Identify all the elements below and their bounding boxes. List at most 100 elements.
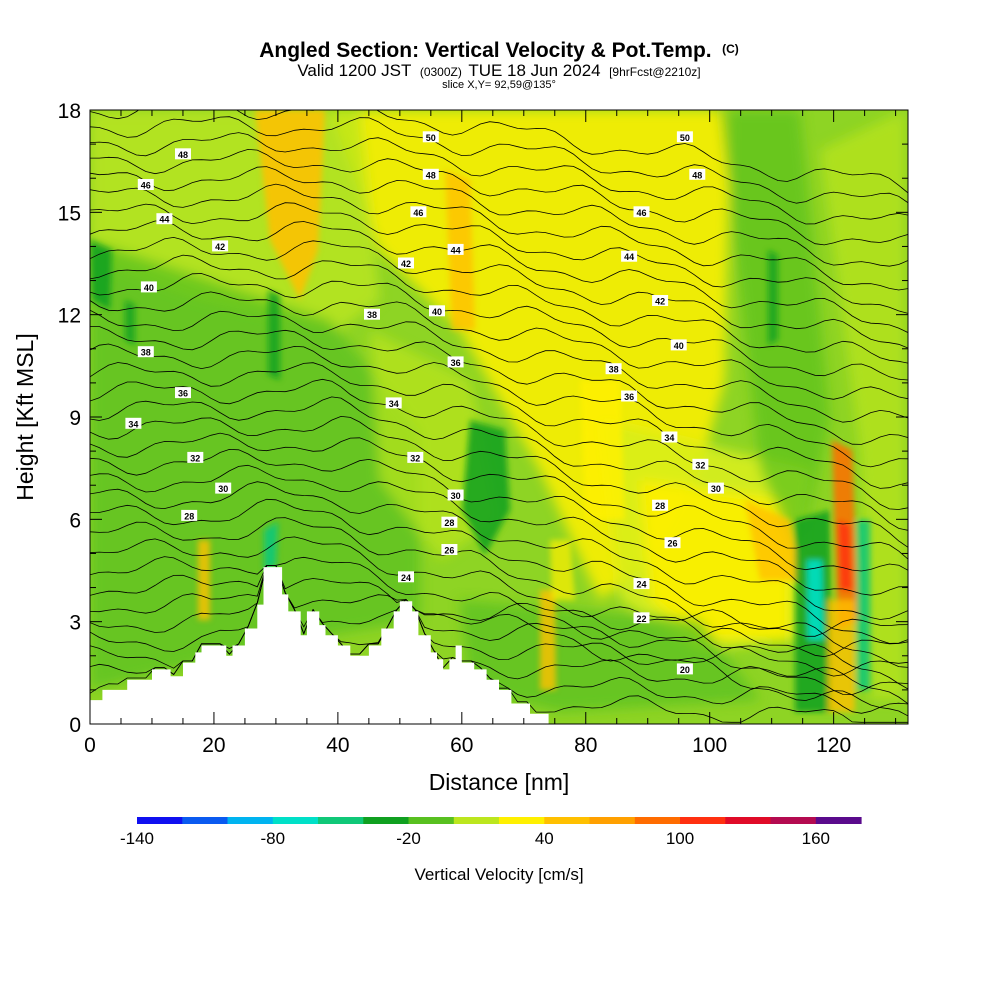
isentrope-label-bg xyxy=(140,281,157,293)
isentrope-label-text: 24 xyxy=(636,580,646,590)
colorbar-tick-label: -140 xyxy=(120,829,154,848)
x-tick-label: 60 xyxy=(450,734,473,757)
isentrope-label-text: 50 xyxy=(680,133,690,143)
isentrope-label-text: 26 xyxy=(444,546,454,556)
colorbar-swatch xyxy=(182,817,229,824)
isentrope-label: 26 xyxy=(441,544,458,556)
isentrope-label: 36 xyxy=(621,390,638,402)
isentrope-label: 32 xyxy=(187,451,204,463)
y-tick-label: 3 xyxy=(69,612,81,635)
y-tick-label: 0 xyxy=(69,714,81,737)
isentrope-label-bg xyxy=(398,571,414,583)
isentrope-label-bg xyxy=(429,305,445,317)
isentrope-label-bg xyxy=(187,451,204,463)
isentrope-label: 38 xyxy=(605,363,622,375)
isentrope-label: 28 xyxy=(181,509,198,521)
isentrope-label-text: 40 xyxy=(674,341,684,351)
y-tick-label: 6 xyxy=(69,509,81,532)
isentrope-label-text: 46 xyxy=(413,208,423,218)
slice-info: slice X,Y= 92,59@135° xyxy=(442,79,556,91)
isentrope-line xyxy=(90,110,908,194)
isentrope-label-bg xyxy=(707,482,724,494)
y-axis-label: Height [Kft MSL] xyxy=(12,333,38,500)
isentrope-label-bg xyxy=(175,148,191,160)
y-tick-label: 12 xyxy=(58,305,81,328)
isentrope-label-bg xyxy=(410,206,427,218)
isentrope-label-bg xyxy=(447,243,464,255)
isentrope-label-bg xyxy=(125,417,142,429)
isentrope-label-bg xyxy=(137,179,154,190)
colorbar: -140 -80 -20 40 100 160 xyxy=(120,817,862,848)
isentrope-label-bg xyxy=(633,612,650,624)
field-region xyxy=(255,110,325,300)
x-tick-label: 80 xyxy=(574,734,597,757)
isentrope-line xyxy=(90,326,908,445)
isentrope-label: 32 xyxy=(407,451,424,463)
y-tick-label: 15 xyxy=(58,202,81,225)
isentrope-label: 38 xyxy=(137,346,154,358)
isentrope-label-bg xyxy=(215,482,232,494)
isentrope-label: 30 xyxy=(447,489,464,501)
isentrope-label-text: 42 xyxy=(401,259,411,269)
isentrope-line xyxy=(90,132,908,225)
colorbar-swatch xyxy=(408,817,455,824)
isentrope-label: 20 xyxy=(676,663,693,675)
isentrope-line xyxy=(90,498,908,644)
isentrope-line xyxy=(90,432,908,560)
isentrope-line xyxy=(90,273,908,381)
isentrope-label-text: 38 xyxy=(609,365,619,375)
plot-area: 4846444240383634323028504846444240383634… xyxy=(58,100,909,757)
isentrope-line xyxy=(90,148,908,246)
isentrope-label-bg xyxy=(441,516,458,528)
isentrope-label-bg xyxy=(676,131,693,143)
field-region xyxy=(268,290,280,380)
isentrope-label: 44 xyxy=(447,243,464,255)
isentrope-label-text: 42 xyxy=(215,242,225,252)
field-region xyxy=(462,420,510,555)
isentrope-label-text: 28 xyxy=(655,501,665,511)
isentrope-label: 36 xyxy=(447,356,464,368)
isentrope-line xyxy=(90,166,908,267)
isentrope-label-text: 30 xyxy=(218,484,228,494)
isentrope-label-bg xyxy=(661,431,678,443)
isentrope-label: 46 xyxy=(410,206,427,218)
isentrope-label: 50 xyxy=(676,131,693,143)
field-region xyxy=(856,520,870,690)
isentrope-label: 42 xyxy=(398,257,414,269)
isentrope-label-text: 48 xyxy=(692,170,702,180)
isentrope-label: 48 xyxy=(175,148,191,160)
isentrope-label: 50 xyxy=(422,131,439,143)
isentrope-label-text: 24 xyxy=(401,573,411,583)
isentrope-label-text: 26 xyxy=(667,539,677,549)
isentrope-label: 46 xyxy=(137,179,154,191)
colorbar-tick-label: 160 xyxy=(802,829,830,848)
field-region xyxy=(838,520,852,590)
colorbar-swatch xyxy=(680,817,726,824)
isentrope-label-text: 30 xyxy=(711,484,721,494)
isentrope-line xyxy=(90,517,908,668)
isentrope-label-text: 34 xyxy=(664,433,674,443)
isentrope-label-text: 36 xyxy=(624,392,634,402)
isentrope-label: 42 xyxy=(652,295,669,307)
isentrope-label-bg xyxy=(605,363,622,375)
isentrope-label-bg xyxy=(689,168,706,180)
isentrope-label-bg xyxy=(621,250,638,262)
isentrope-label: 24 xyxy=(633,578,650,590)
colorbar-swatch xyxy=(815,817,862,824)
isentrope-label-text: 46 xyxy=(141,181,151,191)
isentrope-label: 28 xyxy=(652,499,669,511)
isentrope-line xyxy=(90,254,908,364)
isentrope-label-text: 40 xyxy=(144,283,154,293)
isentrope-line xyxy=(90,565,908,717)
isentrope-label: 44 xyxy=(621,250,638,262)
isentrope-label: 30 xyxy=(215,482,232,494)
field-region xyxy=(768,250,778,345)
isentrope-label-bg xyxy=(447,489,464,501)
field-region xyxy=(550,540,575,600)
isentrope-line xyxy=(90,220,908,333)
isentrope-label: 32 xyxy=(692,458,709,470)
isentrope-line xyxy=(90,481,908,620)
isentrope-label-text: 44 xyxy=(159,215,169,225)
isentrope-label-bg xyxy=(652,295,669,306)
isentrope-line xyxy=(90,556,908,705)
